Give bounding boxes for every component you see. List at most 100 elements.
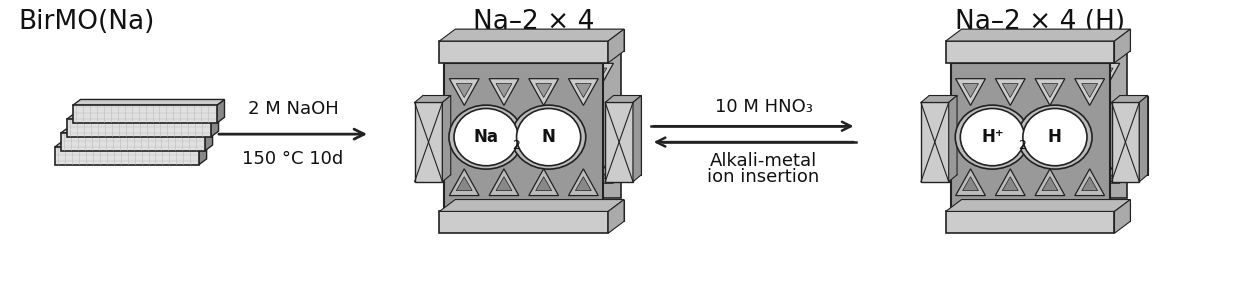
- Polygon shape: [67, 113, 219, 119]
- Bar: [946, 41, 1115, 63]
- Polygon shape: [963, 84, 979, 97]
- Bar: [445, 63, 603, 211]
- Polygon shape: [592, 165, 607, 179]
- Polygon shape: [1140, 95, 1148, 182]
- Polygon shape: [528, 158, 556, 183]
- Polygon shape: [477, 165, 492, 179]
- Polygon shape: [585, 63, 613, 89]
- Polygon shape: [1075, 79, 1105, 106]
- Polygon shape: [929, 95, 957, 175]
- Polygon shape: [606, 103, 633, 182]
- Polygon shape: [946, 199, 1131, 211]
- Polygon shape: [1091, 63, 1120, 89]
- Text: 150 °C 10d: 150 °C 10d: [242, 150, 344, 168]
- Polygon shape: [606, 95, 641, 103]
- Polygon shape: [456, 84, 472, 97]
- Polygon shape: [199, 141, 206, 165]
- Polygon shape: [534, 165, 549, 179]
- Polygon shape: [1082, 84, 1098, 97]
- Polygon shape: [535, 84, 551, 97]
- Polygon shape: [1082, 177, 1098, 191]
- Polygon shape: [489, 169, 519, 196]
- Bar: [61, 133, 205, 151]
- Polygon shape: [962, 199, 1131, 221]
- Polygon shape: [529, 169, 559, 196]
- Polygon shape: [955, 169, 985, 196]
- Ellipse shape: [1017, 105, 1093, 169]
- Polygon shape: [73, 100, 225, 106]
- Bar: [73, 106, 216, 123]
- Ellipse shape: [454, 109, 518, 166]
- Bar: [969, 49, 1127, 198]
- Polygon shape: [455, 29, 624, 51]
- Polygon shape: [963, 177, 979, 191]
- Polygon shape: [1041, 68, 1056, 81]
- Polygon shape: [585, 158, 613, 183]
- Polygon shape: [1111, 95, 1148, 103]
- Ellipse shape: [512, 105, 586, 169]
- Polygon shape: [1035, 79, 1065, 106]
- Bar: [946, 211, 1115, 233]
- Polygon shape: [54, 141, 206, 147]
- Polygon shape: [450, 79, 480, 106]
- Text: H⁺: H⁺: [981, 128, 1004, 146]
- Polygon shape: [946, 29, 1131, 41]
- Polygon shape: [489, 79, 519, 106]
- Polygon shape: [496, 177, 512, 191]
- Polygon shape: [1091, 158, 1120, 183]
- Polygon shape: [528, 63, 556, 89]
- Ellipse shape: [1023, 109, 1086, 166]
- Polygon shape: [995, 79, 1025, 106]
- Polygon shape: [456, 177, 472, 191]
- Bar: [67, 119, 210, 137]
- Polygon shape: [414, 95, 451, 103]
- Polygon shape: [955, 79, 985, 106]
- Polygon shape: [592, 68, 607, 81]
- Polygon shape: [949, 95, 957, 182]
- Polygon shape: [535, 177, 551, 191]
- Polygon shape: [470, 158, 498, 183]
- Polygon shape: [205, 127, 213, 151]
- Polygon shape: [983, 165, 997, 179]
- Polygon shape: [633, 95, 641, 182]
- Text: Na–2 × 4: Na–2 × 4: [473, 9, 595, 35]
- Polygon shape: [1033, 63, 1062, 89]
- Bar: [440, 41, 608, 63]
- Polygon shape: [440, 199, 624, 211]
- Polygon shape: [976, 63, 1005, 89]
- Polygon shape: [470, 63, 498, 89]
- Polygon shape: [1002, 84, 1018, 97]
- Polygon shape: [1075, 169, 1105, 196]
- Polygon shape: [1033, 158, 1062, 183]
- Polygon shape: [976, 158, 1005, 183]
- Bar: [54, 147, 199, 165]
- Polygon shape: [440, 29, 624, 41]
- Text: 2 M NaOH: 2 M NaOH: [247, 100, 339, 118]
- Polygon shape: [613, 95, 641, 175]
- Text: BirMO(Na): BirMO(Na): [19, 9, 156, 35]
- Bar: [440, 211, 608, 233]
- Polygon shape: [1115, 29, 1131, 63]
- Polygon shape: [1098, 165, 1114, 179]
- Polygon shape: [576, 177, 591, 191]
- Ellipse shape: [449, 105, 523, 169]
- Polygon shape: [1111, 103, 1140, 182]
- Text: 10 M HNO₃: 10 M HNO₃: [714, 98, 812, 116]
- Polygon shape: [423, 95, 451, 175]
- Polygon shape: [1042, 177, 1058, 191]
- Text: H: H: [1048, 128, 1062, 146]
- Polygon shape: [569, 79, 598, 106]
- Polygon shape: [450, 169, 480, 196]
- Polygon shape: [210, 113, 219, 137]
- Polygon shape: [1115, 199, 1131, 233]
- Text: Na–2 × 4 (H): Na–2 × 4 (H): [955, 9, 1125, 35]
- Ellipse shape: [960, 109, 1025, 166]
- Polygon shape: [534, 68, 549, 81]
- Polygon shape: [1120, 95, 1148, 175]
- Polygon shape: [576, 84, 591, 97]
- Polygon shape: [569, 169, 598, 196]
- Polygon shape: [61, 127, 213, 133]
- Text: Na: Na: [473, 128, 498, 146]
- Polygon shape: [608, 199, 624, 233]
- Ellipse shape: [955, 105, 1030, 169]
